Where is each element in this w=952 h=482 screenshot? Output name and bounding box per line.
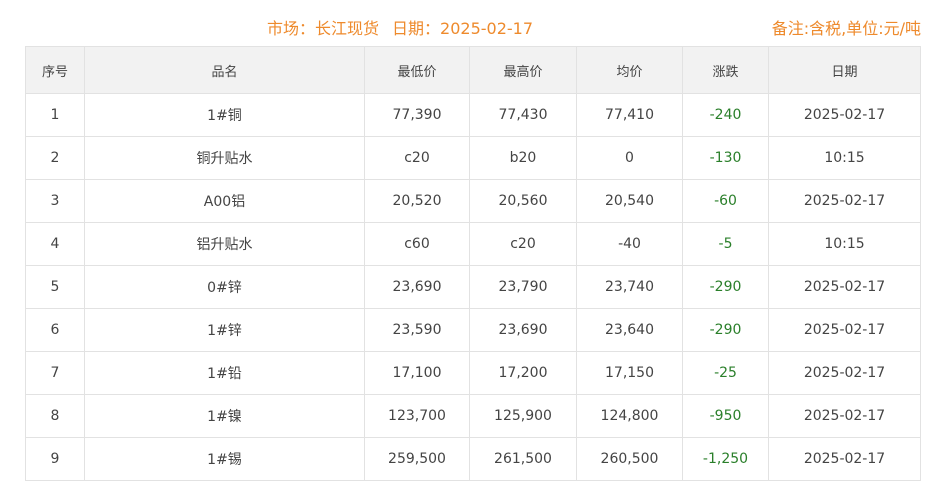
table-cell: 23,640 (576, 308, 683, 352)
table-cell: -5 (682, 222, 769, 266)
table-cell: -130 (682, 136, 769, 180)
table-cell: 3 (25, 179, 85, 223)
table-row: 7 1#铅 17,100 17,200 17,150 -25 2025-02-17 (25, 351, 921, 395)
table-cell: 261,500 (469, 437, 577, 481)
table-row: 4 铝升贴水 c60 c20 -40 -5 10:15 (25, 222, 921, 266)
table-cell: 2025-02-17 (768, 308, 921, 352)
date-label: 日期：2025-02-17 (392, 19, 534, 38)
table-cell: 1#铜 (84, 93, 365, 137)
table-cell: 23,790 (469, 265, 577, 309)
table-cell: 0#锌 (84, 265, 365, 309)
table-row: 1 1#铜 77,390 77,430 77,410 -240 2025-02-17 (25, 93, 921, 137)
table-cell: A00铝 (84, 179, 365, 223)
table-row: 9 1#锡 259,500 261,500 260,500 -1,250 2025-02-1… (25, 437, 921, 481)
table-cell: b20 (469, 136, 577, 180)
table-cell: -290 (682, 265, 769, 309)
table-cell: 123,700 (364, 394, 470, 438)
table-cell: -290 (682, 308, 769, 352)
table-row: 8 1#镍 123,700 125,900 124,800 -950 2025-02-17 (25, 394, 921, 438)
table-cell: 125,900 (469, 394, 577, 438)
table-cell: 9 (25, 437, 85, 481)
table-cell: 77,390 (364, 93, 470, 137)
market-title: 市场：长江现货 日期：2025-02-17 (0, 15, 800, 39)
table-cell: 铜升贴水 (84, 136, 365, 180)
table-cell: 2025-02-17 (768, 394, 921, 438)
table-cell: 23,690 (469, 308, 577, 352)
table-cell: -1,250 (682, 437, 769, 481)
column-header: 序号 (25, 46, 85, 94)
market-label: 市场：长江现货 (266, 19, 379, 38)
table-cell: 10:15 (768, 136, 921, 180)
table-cell: 124,800 (576, 394, 683, 438)
table-row: 3 A00铝 20,520 20,560 20,540 -60 2025-02-17 (25, 179, 921, 223)
column-header: 最低价 (364, 46, 470, 94)
table-cell: 1#锌 (84, 308, 365, 352)
table-cell: 2025-02-17 (768, 265, 921, 309)
table-cell: c60 (364, 222, 470, 266)
table-cell: 1#镍 (84, 394, 365, 438)
table-cell: 2025-02-17 (768, 93, 921, 137)
table-cell: -60 (682, 179, 769, 223)
table-cell: 2025-02-17 (768, 437, 921, 481)
table-row: 2 铜升贴水 c20 b20 0 -130 10:15 (25, 136, 921, 180)
column-header: 涨跌 (682, 46, 769, 94)
table-cell: 1 (25, 93, 85, 137)
column-header: 均价 (576, 46, 683, 94)
table-cell: -950 (682, 394, 769, 438)
table-cell: 4 (25, 222, 85, 266)
table-cell: 17,150 (576, 351, 683, 395)
table-cell: 77,430 (469, 93, 577, 137)
table-cell: -240 (682, 93, 769, 137)
table-cell: 77,410 (576, 93, 683, 137)
table-cell: 20,540 (576, 179, 683, 223)
table-cell: 1#锡 (84, 437, 365, 481)
table-cell: 20,560 (469, 179, 577, 223)
table-cell: -40 (576, 222, 683, 266)
column-header: 最高价 (469, 46, 577, 94)
table-cell: 1#铅 (84, 351, 365, 395)
table-cell: 8 (25, 394, 85, 438)
table-cell: 23,590 (364, 308, 470, 352)
column-header: 日期 (768, 46, 921, 94)
table-row: 6 1#锌 23,590 23,690 23,640 -290 2025-02-17 (25, 308, 921, 352)
table-cell: 23,690 (364, 265, 470, 309)
table-cell: 0 (576, 136, 683, 180)
table-cell: 17,200 (469, 351, 577, 395)
table-cell: 5 (25, 265, 85, 309)
table-cell: 6 (25, 308, 85, 352)
table-cell: 23,740 (576, 265, 683, 309)
table-cell: 2 (25, 136, 85, 180)
column-header: 品名 (84, 46, 365, 94)
table-cell: c20 (469, 222, 577, 266)
table-cell: 7 (25, 351, 85, 395)
table-cell: 2025-02-17 (768, 179, 921, 223)
price-table: 序号 品名 最低价 最高价 均价 涨跌 日期 1 1#铜 77,390 77,430 77,410-… (25, 46, 921, 481)
table-cell: 260,500 (576, 437, 683, 481)
table-cell: 20,520 (364, 179, 470, 223)
unit-note: 备注:含税,单位:元/吨 (771, 19, 921, 38)
table-cell: 铝升贴水 (84, 222, 365, 266)
table-cell: -25 (682, 351, 769, 395)
table-cell: 259,500 (364, 437, 470, 481)
table-cell: c20 (364, 136, 470, 180)
table-row: 5 0#锌 23,690 23,790 23,740 -290 2025-02-17 (25, 265, 921, 309)
table-cell: 17,100 (364, 351, 470, 395)
header-row: 序号 品名 最低价 最高价 均价 涨跌 日期 (25, 46, 921, 94)
table-cell: 2025-02-17 (768, 351, 921, 395)
table-cell: 10:15 (768, 222, 921, 266)
